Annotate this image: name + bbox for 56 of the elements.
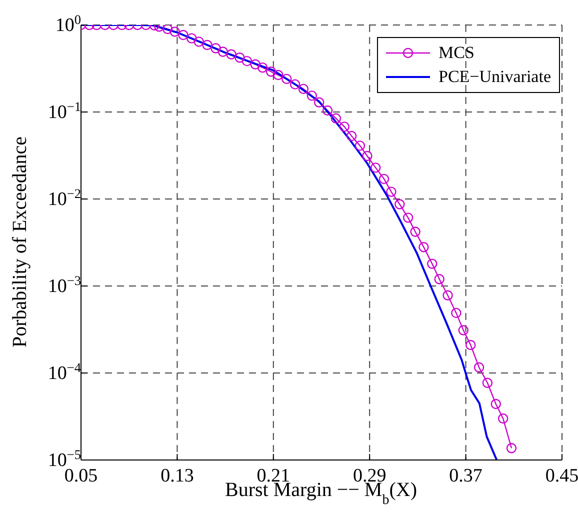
legend-label: MCS bbox=[438, 43, 474, 63]
y-tick-label: 10$^{−3}$ bbox=[48, 272, 82, 297]
point bbox=[257, 62, 268, 73]
y-axis-title: Porbability of Exceedance bbox=[9, 136, 31, 348]
x-tick-label: 0.13 bbox=[160, 465, 194, 486]
point bbox=[330, 113, 342, 124]
point bbox=[226, 49, 236, 60]
point bbox=[186, 33, 197, 44]
point bbox=[194, 36, 204, 47]
point bbox=[290, 79, 300, 90]
point bbox=[402, 212, 414, 223]
point bbox=[451, 308, 462, 318]
x-tick-label: 0.45 bbox=[545, 465, 578, 486]
point bbox=[482, 378, 493, 388]
point bbox=[418, 242, 429, 252]
point bbox=[314, 97, 324, 108]
y-tick-label: 10$^{−1}$ bbox=[48, 98, 81, 123]
point bbox=[458, 325, 468, 336]
point bbox=[250, 59, 260, 70]
point bbox=[354, 140, 366, 151]
point bbox=[362, 150, 372, 162]
point bbox=[506, 443, 517, 454]
point bbox=[434, 274, 444, 284]
point bbox=[427, 258, 438, 269]
point bbox=[474, 362, 484, 372]
y-tick-label: 10$^{−2}$ bbox=[48, 186, 81, 210]
point bbox=[410, 226, 420, 237]
point bbox=[346, 130, 357, 142]
point bbox=[162, 25, 173, 34]
point bbox=[394, 199, 405, 210]
point bbox=[498, 413, 508, 424]
point bbox=[370, 162, 381, 173]
point bbox=[490, 398, 501, 410]
point bbox=[242, 56, 252, 66]
point bbox=[339, 122, 350, 132]
y-tick-label: 10$^{0}$ bbox=[55, 12, 82, 36]
point bbox=[170, 26, 180, 37]
point bbox=[378, 174, 390, 184]
point bbox=[210, 43, 221, 54]
legend-label: PCE−Univariate bbox=[438, 67, 551, 87]
point bbox=[218, 46, 228, 57]
point bbox=[266, 66, 276, 77]
point bbox=[322, 105, 333, 116]
point bbox=[234, 52, 245, 63]
point bbox=[386, 186, 396, 197]
point bbox=[306, 90, 317, 101]
x-tick-label: 0.37 bbox=[449, 465, 482, 486]
point bbox=[178, 30, 188, 40]
point bbox=[466, 340, 476, 350]
point bbox=[273, 70, 284, 80]
y-tick-label: 10$^{−4}$ bbox=[48, 360, 82, 384]
point bbox=[298, 84, 309, 94]
point bbox=[202, 40, 212, 50]
x-tick-label: 0.05 bbox=[64, 465, 98, 486]
point bbox=[442, 290, 453, 300]
point bbox=[282, 74, 292, 84]
